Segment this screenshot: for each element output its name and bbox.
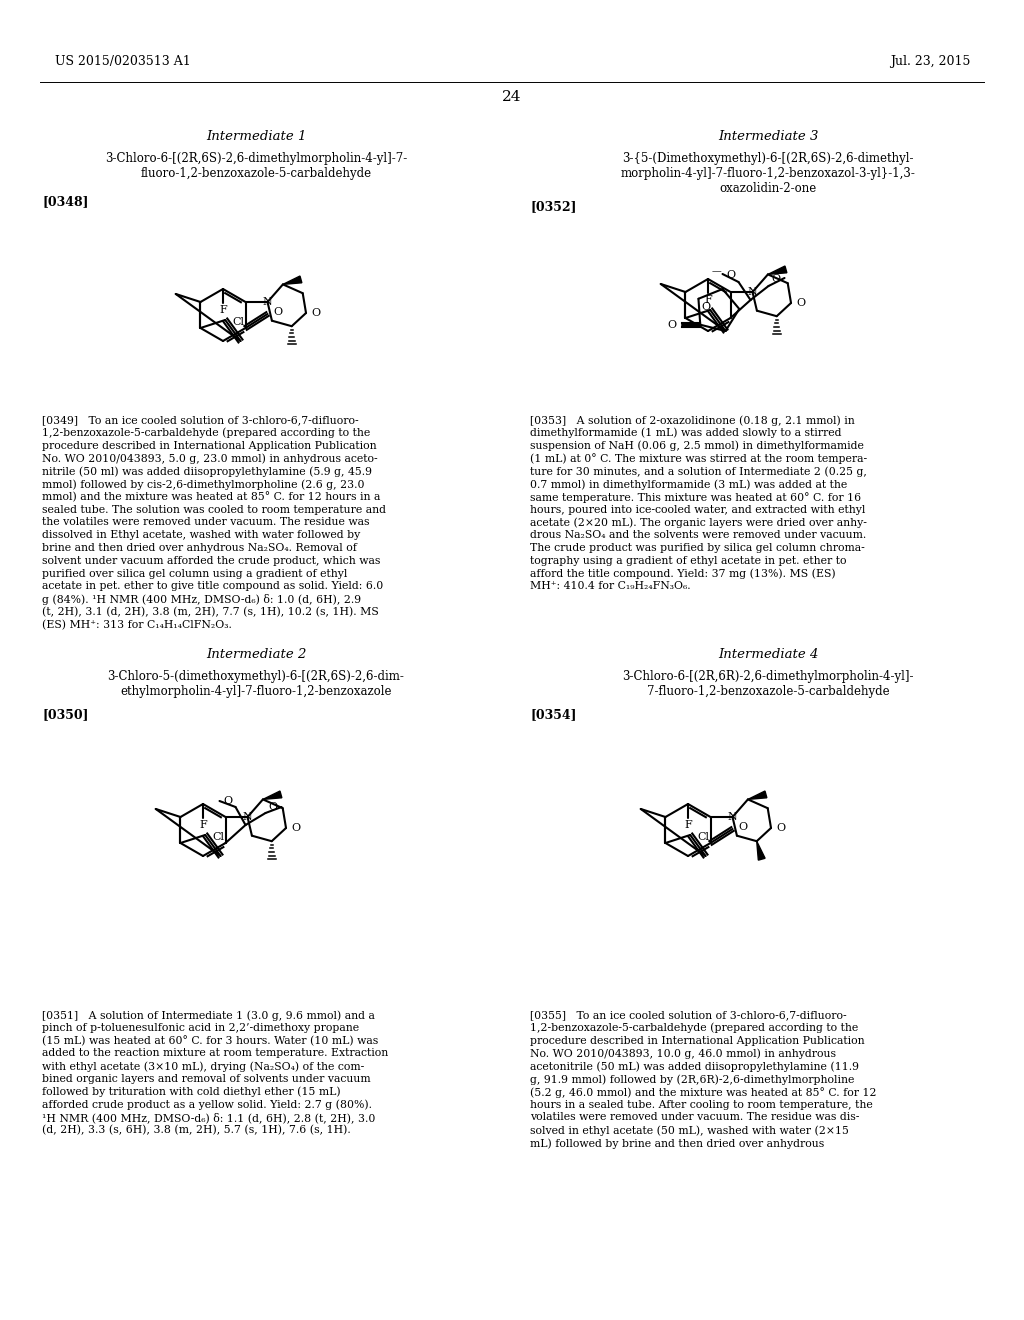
Text: tography using a gradient of ethyl acetate in pet. ether to: tography using a gradient of ethyl aceta… — [530, 556, 847, 566]
Text: O: O — [273, 308, 283, 317]
Text: N: N — [728, 812, 737, 822]
Polygon shape — [283, 276, 302, 284]
Text: [0355]   To an ice cooled solution of 3-chloro-6,7-difluoro-: [0355] To an ice cooled solution of 3-ch… — [530, 1010, 847, 1020]
Text: acetonitrile (50 mL) was added diisopropylethylamine (11.9: acetonitrile (50 mL) was added diisoprop… — [530, 1061, 859, 1072]
Text: (1 mL) at 0° C. The mixture was stirred at the room tempera-: (1 mL) at 0° C. The mixture was stirred … — [530, 453, 867, 465]
Text: (5.2 g, 46.0 mmol) and the mixture was heated at 85° C. for 12: (5.2 g, 46.0 mmol) and the mixture was h… — [530, 1086, 877, 1098]
Text: O: O — [738, 822, 748, 832]
Text: US 2015/0203513 A1: US 2015/0203513 A1 — [55, 55, 190, 69]
Text: dissolved in Ethyl acetate, washed with water followed by: dissolved in Ethyl acetate, washed with … — [42, 531, 360, 540]
Text: hours, poured into ice-cooled water, and extracted with ethyl: hours, poured into ice-cooled water, and… — [530, 504, 865, 515]
Text: procedure described in International Application Publication: procedure described in International App… — [530, 1036, 864, 1045]
Text: [0348]: [0348] — [42, 195, 88, 209]
Text: drous Na₂SO₄ and the solvents were removed under vacuum.: drous Na₂SO₄ and the solvents were remov… — [530, 531, 866, 540]
Text: dimethylformamide (1 mL) was added slowly to a stirred: dimethylformamide (1 mL) was added slowl… — [530, 428, 842, 438]
Text: [0352]: [0352] — [530, 201, 577, 213]
Text: Cl: Cl — [213, 832, 224, 842]
Text: Intermediate 4: Intermediate 4 — [718, 648, 818, 661]
Text: g, 91.9 mmol) followed by (2R,6R)-2,6-dimethylmorpholine: g, 91.9 mmol) followed by (2R,6R)-2,6-di… — [530, 1074, 854, 1085]
Text: F: F — [705, 294, 712, 305]
Text: 3-{5-(Dimethoxymethyl)-6-[(2R,6S)-2,6-dimethyl-
morpholin-4-yl]-7-fluoro-1,2-ben: 3-{5-(Dimethoxymethyl)-6-[(2R,6S)-2,6-di… — [621, 152, 915, 195]
Text: F: F — [684, 820, 692, 830]
Text: N: N — [243, 812, 252, 822]
Text: bined organic layers and removal of solvents under vacuum: bined organic layers and removal of solv… — [42, 1074, 371, 1084]
Text: procedure described in International Application Publication: procedure described in International App… — [42, 441, 377, 450]
Text: [0350]: [0350] — [42, 708, 88, 721]
Text: purified over silica gel column using a gradient of ethyl: purified over silica gel column using a … — [42, 569, 347, 578]
Text: with ethyl acetate (3×10 mL), drying (Na₂SO₄) of the com-: with ethyl acetate (3×10 mL), drying (Na… — [42, 1061, 365, 1072]
Text: 0.7 mmol) in dimethylformamide (3 mL) was added at the: 0.7 mmol) in dimethylformamide (3 mL) wa… — [530, 479, 847, 490]
Text: 3-Chloro-5-(dimethoxymethyl)-6-[(2R,6S)-2,6-dim-
ethylmorpholin-4-yl]-7-fluoro-1: 3-Chloro-5-(dimethoxymethyl)-6-[(2R,6S)-… — [108, 671, 404, 698]
Text: No. WO 2010/043893, 10.0 g, 46.0 mmol) in anhydrous: No. WO 2010/043893, 10.0 g, 46.0 mmol) i… — [530, 1048, 836, 1059]
Text: O: O — [701, 302, 711, 312]
Polygon shape — [263, 791, 282, 800]
Text: 3-Chloro-6-[(2R,6S)-2,6-dimethylmorpholin-4-yl]-7-
fluoro-1,2-benzoxazole-5-carb: 3-Chloro-6-[(2R,6S)-2,6-dimethylmorpholi… — [104, 152, 408, 180]
Text: (ES) MH⁺: 313 for C₁₄H₁₄ClFN₂O₃.: (ES) MH⁺: 313 for C₁₄H₁₄ClFN₂O₃. — [42, 620, 231, 630]
Text: 1,2-benzoxazole-5-carbaldehyde (prepared according to the: 1,2-benzoxazole-5-carbaldehyde (prepared… — [42, 428, 371, 438]
Polygon shape — [757, 841, 765, 861]
Text: (15 mL) was heated at 60° C. for 3 hours. Water (10 mL) was: (15 mL) was heated at 60° C. for 3 hours… — [42, 1036, 378, 1047]
Text: O: O — [726, 271, 735, 280]
Text: (t, 2H), 3.1 (d, 2H), 3.8 (m, 2H), 7.7 (s, 1H), 10.2 (s, 1H). MS: (t, 2H), 3.1 (d, 2H), 3.8 (m, 2H), 7.7 (… — [42, 607, 379, 618]
Text: Jul. 23, 2015: Jul. 23, 2015 — [890, 55, 970, 69]
Text: mmol) followed by cis-2,6-dimethylmorpholine (2.6 g, 23.0: mmol) followed by cis-2,6-dimethylmorpho… — [42, 479, 365, 490]
Text: afforded crude product as a yellow solid. Yield: 2.7 g (80%).: afforded crude product as a yellow solid… — [42, 1100, 372, 1110]
Text: sealed tube. The solution was cooled to room temperature and: sealed tube. The solution was cooled to … — [42, 504, 386, 515]
Text: nitrile (50 ml) was added diisopropylethylamine (5.9 g, 45.9: nitrile (50 ml) was added diisopropyleth… — [42, 466, 372, 477]
Text: Cl: Cl — [697, 832, 710, 842]
Text: —: — — [712, 268, 721, 276]
Text: pinch of p-toluenesulfonic acid in 2,2’-dimethoxy propane: pinch of p-toluenesulfonic acid in 2,2’-… — [42, 1023, 359, 1032]
Text: hours in a sealed tube. After cooling to room temperature, the: hours in a sealed tube. After cooling to… — [530, 1100, 872, 1110]
Text: 3-Chloro-6-[(2R,6R)-2,6-dimethylmorpholin-4-yl]-
7-fluoro-1,2-benzoxazole-5-carb: 3-Chloro-6-[(2R,6R)-2,6-dimethylmorpholi… — [623, 671, 913, 698]
Text: Intermediate 2: Intermediate 2 — [206, 648, 306, 661]
Text: O: O — [291, 822, 300, 833]
Text: ture for 30 minutes, and a solution of Intermediate 2 (0.25 g,: ture for 30 minutes, and a solution of I… — [530, 466, 867, 477]
Text: mL) followed by brine and then dried over anhydrous: mL) followed by brine and then dried ove… — [530, 1138, 824, 1148]
Text: O: O — [796, 298, 805, 308]
Text: acetate (2×20 mL). The organic layers were dried over anhy-: acetate (2×20 mL). The organic layers we… — [530, 517, 867, 528]
Text: [0349]   To an ice cooled solution of 3-chloro-6,7-difluoro-: [0349] To an ice cooled solution of 3-ch… — [42, 414, 358, 425]
Text: [0351]   A solution of Intermediate 1 (3.0 g, 9.6 mmol) and a: [0351] A solution of Intermediate 1 (3.0… — [42, 1010, 375, 1020]
Text: brine and then dried over anhydrous Na₂SO₄. Removal of: brine and then dried over anhydrous Na₂S… — [42, 543, 357, 553]
Text: the volatiles were removed under vacuum. The residue was: the volatiles were removed under vacuum.… — [42, 517, 370, 528]
Text: volatiles were removed under vacuum. The residue was dis-: volatiles were removed under vacuum. The… — [530, 1113, 859, 1122]
Text: F: F — [219, 305, 227, 315]
Text: N: N — [262, 297, 272, 308]
Text: Intermediate 1: Intermediate 1 — [206, 129, 306, 143]
Text: MH⁺: 410.4 for C₁₉H₂₄FN₃O₆.: MH⁺: 410.4 for C₁₉H₂₄FN₃O₆. — [530, 581, 690, 591]
Text: 24: 24 — [502, 90, 522, 104]
Text: afford the title compound. Yield: 37 mg (13%). MS (ES): afford the title compound. Yield: 37 mg … — [530, 569, 836, 579]
Text: same temperature. This mixture was heated at 60° C. for 16: same temperature. This mixture was heate… — [530, 492, 861, 503]
Text: O: O — [311, 308, 321, 318]
Text: O: O — [771, 275, 780, 284]
Text: g (84%). ¹H NMR (400 MHz, DMSO-d₆) δ: 1.0 (d, 6H), 2.9: g (84%). ¹H NMR (400 MHz, DMSO-d₆) δ: 1.… — [42, 594, 361, 605]
Text: followed by trituration with cold diethyl ether (15 mL): followed by trituration with cold diethy… — [42, 1086, 341, 1097]
Text: added to the reaction mixture at room temperature. Extraction: added to the reaction mixture at room te… — [42, 1048, 388, 1059]
Text: [0354]: [0354] — [530, 708, 577, 721]
Text: Cl: Cl — [232, 317, 245, 327]
Text: acetate in pet. ether to give title compound as solid. Yield: 6.0: acetate in pet. ether to give title comp… — [42, 581, 383, 591]
Text: Intermediate 3: Intermediate 3 — [718, 129, 818, 143]
Text: (d, 2H), 3.3 (s, 6H), 3.8 (m, 2H), 5.7 (s, 1H), 7.6 (s, 1H).: (d, 2H), 3.3 (s, 6H), 3.8 (m, 2H), 5.7 (… — [42, 1125, 351, 1135]
Text: O: O — [668, 319, 676, 330]
Text: O: O — [268, 803, 278, 812]
Polygon shape — [748, 791, 767, 800]
Text: 1,2-benzoxazole-5-carbaldehyde (prepared according to the: 1,2-benzoxazole-5-carbaldehyde (prepared… — [530, 1023, 858, 1034]
Text: solvent under vacuum afforded the crude product, which was: solvent under vacuum afforded the crude … — [42, 556, 380, 566]
Text: suspension of NaH (0.06 g, 2.5 mmol) in dimethylformamide: suspension of NaH (0.06 g, 2.5 mmol) in … — [530, 441, 864, 451]
Text: solved in ethyl acetate (50 mL), washed with water (2×15: solved in ethyl acetate (50 mL), washed … — [530, 1125, 849, 1135]
Text: O: O — [776, 822, 785, 833]
Text: O: O — [223, 796, 232, 807]
Text: F: F — [199, 820, 207, 830]
Text: N: N — [748, 286, 758, 297]
Text: [0353]   A solution of 2-oxazolidinone (0.18 g, 2.1 mmol) in: [0353] A solution of 2-oxazolidinone (0.… — [530, 414, 855, 425]
Text: mmol) and the mixture was heated at 85° C. for 12 hours in a: mmol) and the mixture was heated at 85° … — [42, 492, 380, 503]
Text: ¹H NMR (400 MHz, DMSO-d₆) δ: 1.1 (d, 6H), 2.8 (t, 2H), 3.0: ¹H NMR (400 MHz, DMSO-d₆) δ: 1.1 (d, 6H)… — [42, 1113, 376, 1123]
Text: The crude product was purified by silica gel column chroma-: The crude product was purified by silica… — [530, 543, 864, 553]
Polygon shape — [768, 267, 786, 275]
Text: No. WO 2010/043893, 5.0 g, 23.0 mmol) in anhydrous aceto-: No. WO 2010/043893, 5.0 g, 23.0 mmol) in… — [42, 453, 378, 463]
